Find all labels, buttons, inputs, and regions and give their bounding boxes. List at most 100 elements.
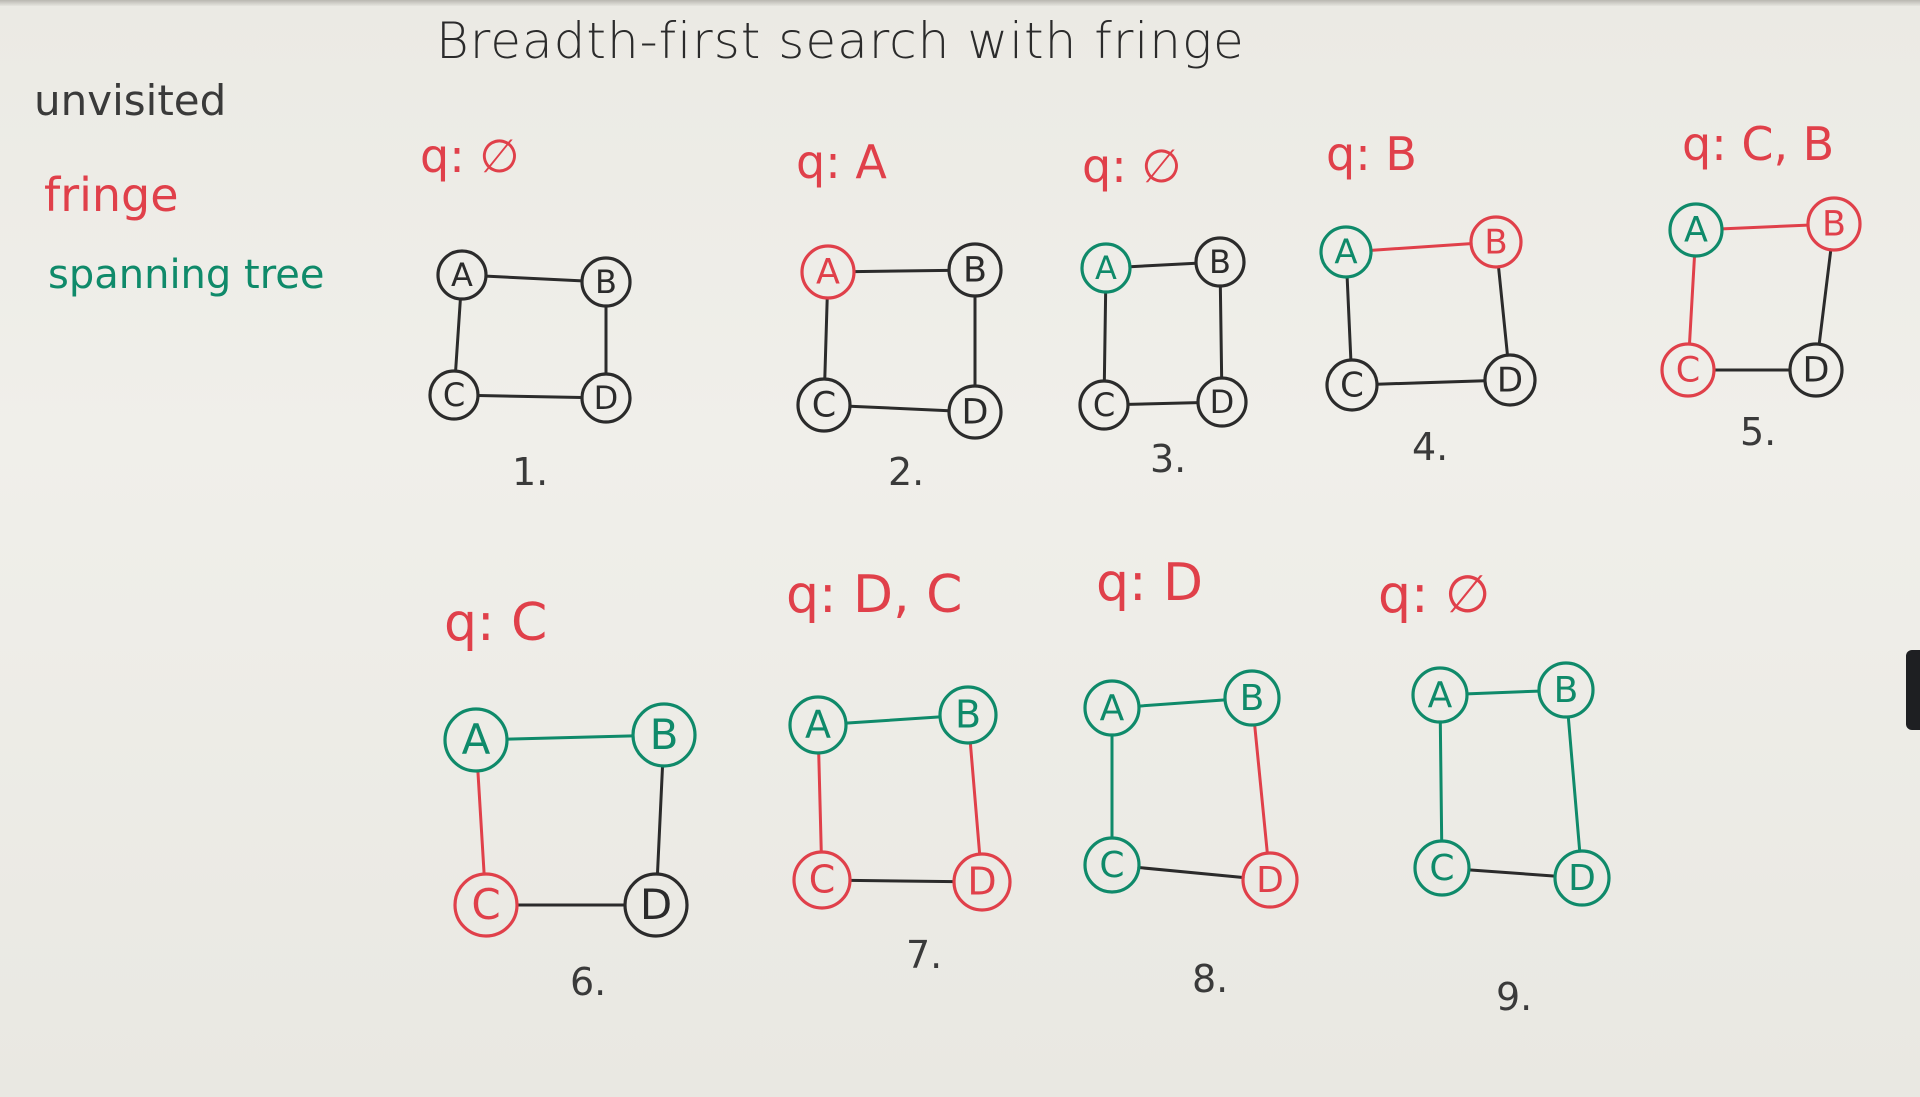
node-a xyxy=(1411,666,1469,724)
edge-bd xyxy=(1566,715,1582,853)
node-d xyxy=(1553,849,1611,907)
bfs-step-7: A B C Dq: D, C 7. xyxy=(786,565,1012,977)
node-label-b: B xyxy=(595,263,617,301)
queue-label: q: C, B xyxy=(1682,117,1834,171)
node-c xyxy=(1413,839,1471,897)
edge-ab xyxy=(505,734,635,741)
node-a xyxy=(800,244,856,300)
legend-unvisited: unvisited xyxy=(34,76,227,125)
node-d xyxy=(1241,851,1299,909)
node-label-a: A xyxy=(816,253,840,293)
step-number: 8. xyxy=(1192,957,1228,1001)
edge-ac xyxy=(823,296,829,381)
node-a xyxy=(1668,202,1724,258)
node-label-d: D xyxy=(967,860,996,904)
edge-bd xyxy=(1218,284,1224,380)
node-a xyxy=(1080,242,1132,294)
node-label-c: C xyxy=(1099,845,1124,886)
bfs-step-4: A B C Dq: B 4. xyxy=(1319,127,1537,469)
node-a xyxy=(443,707,509,773)
node-label-d: D xyxy=(1568,858,1596,899)
edge-cd xyxy=(1467,868,1557,878)
edge-ac xyxy=(1438,720,1444,843)
edge-cd xyxy=(848,878,956,884)
node-label-d: D xyxy=(594,379,619,417)
step-number: 4. xyxy=(1412,425,1448,469)
edge-ab xyxy=(484,274,584,283)
whiteboard-frame-edge xyxy=(0,0,1920,6)
node-label-a: A xyxy=(1684,211,1708,251)
node-label-a: A xyxy=(462,715,491,764)
edge-ab xyxy=(1137,698,1227,708)
node-label-d: D xyxy=(640,880,672,929)
bfs-step-3: A B C Dq: ∅ 3. xyxy=(1078,139,1248,481)
edge-cd xyxy=(1137,866,1245,879)
node-b xyxy=(1194,236,1246,288)
queue-label: q: ∅ xyxy=(420,129,519,183)
node-b xyxy=(1537,661,1595,719)
node-label-a: A xyxy=(1334,232,1357,272)
node-label-b: B xyxy=(650,710,679,759)
edge-ab xyxy=(1720,223,1810,231)
node-label-d: D xyxy=(962,393,989,433)
node-label-a: A xyxy=(1428,675,1453,716)
queue-label: q: C xyxy=(444,593,547,653)
step-number: 5. xyxy=(1740,410,1776,454)
edge-cd xyxy=(1126,401,1200,406)
node-a xyxy=(1319,225,1373,279)
node-label-d: D xyxy=(1256,860,1284,901)
node-b xyxy=(947,242,1003,298)
node-label-c: C xyxy=(1340,365,1364,405)
node-a xyxy=(436,249,488,301)
edge-bd xyxy=(655,764,665,876)
node-label-d: D xyxy=(1803,351,1830,391)
bfs-step-2: A B C Dq: A 2. xyxy=(796,135,1003,494)
node-d xyxy=(623,872,689,938)
edge-ab xyxy=(1369,242,1473,252)
node-b xyxy=(1223,669,1281,727)
node-d xyxy=(1788,342,1844,398)
step-number: 2. xyxy=(888,450,924,494)
bfs-step-5: A B C Dq: C, B 5. xyxy=(1660,117,1862,454)
node-d xyxy=(580,372,632,424)
queue-label: q: ∅ xyxy=(1082,139,1181,193)
node-label-c: C xyxy=(471,880,500,929)
edge-cd xyxy=(1375,379,1487,386)
node-label-a: A xyxy=(1100,688,1125,729)
queue-label: q: A xyxy=(796,135,887,189)
node-a xyxy=(788,695,848,755)
node-b xyxy=(1469,215,1523,269)
board-title: Breadth-first search with fringe xyxy=(436,12,1245,70)
edge-ab xyxy=(844,715,942,725)
edge-ab xyxy=(1128,261,1198,269)
node-label-d: D xyxy=(1497,360,1523,400)
edge-bd xyxy=(1817,248,1833,346)
node-a xyxy=(1083,679,1141,737)
node-c xyxy=(796,377,852,433)
edge-ab xyxy=(1465,689,1541,696)
queue-label: q: B xyxy=(1326,127,1417,181)
bfs-step-1: A B C Dq: ∅ 1. xyxy=(420,129,632,494)
edge-bd xyxy=(1253,723,1269,855)
step-number: 1. xyxy=(512,450,548,494)
node-label-b: B xyxy=(1209,243,1231,281)
node-label-b: B xyxy=(963,251,987,291)
node-d xyxy=(1196,376,1248,428)
node-d xyxy=(952,852,1012,912)
step-number: 3. xyxy=(1150,437,1186,481)
node-label-b: B xyxy=(1240,678,1265,719)
queue-label: q: D xyxy=(1096,553,1203,613)
bfs-step-9: A B C Dq: ∅ 9. xyxy=(1378,565,1611,1019)
node-d xyxy=(1483,353,1537,407)
edge-ab xyxy=(852,268,951,274)
step-number: 9. xyxy=(1496,975,1532,1019)
node-label-b: B xyxy=(1484,222,1507,262)
edge-ac xyxy=(476,769,486,876)
node-d xyxy=(947,384,1003,440)
node-b xyxy=(1806,196,1862,252)
node-label-c: C xyxy=(1093,386,1115,424)
edge-bd xyxy=(968,741,982,856)
edge-ac xyxy=(1102,290,1108,383)
node-c xyxy=(453,872,519,938)
